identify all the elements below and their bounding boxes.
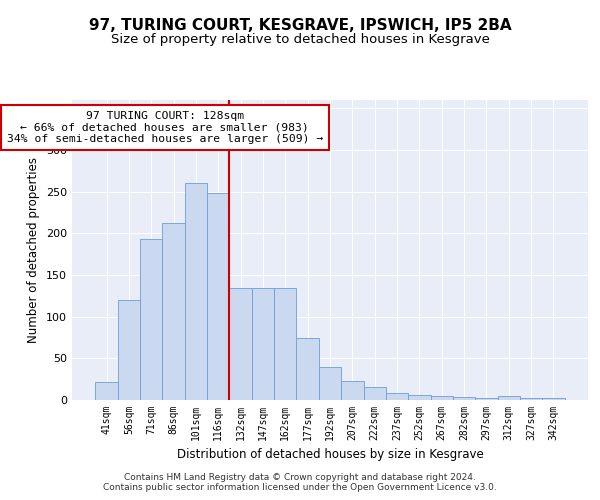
Bar [431,396,453,400]
Bar [296,338,319,400]
Bar [497,396,520,400]
Bar [341,381,364,400]
Bar [207,194,229,400]
Bar [542,398,565,400]
Bar [118,300,140,400]
Text: 97 TURING COURT: 128sqm
← 66% of detached houses are smaller (983)
34% of semi-d: 97 TURING COURT: 128sqm ← 66% of detache… [7,111,323,144]
Bar [386,394,408,400]
Bar [475,398,497,400]
Bar [364,386,386,400]
Bar [95,382,118,400]
Bar [252,288,274,400]
Text: Contains public sector information licensed under the Open Government Licence v3: Contains public sector information licen… [103,484,497,492]
Bar [408,395,431,400]
Text: Contains HM Land Registry data © Crown copyright and database right 2024.: Contains HM Land Registry data © Crown c… [124,474,476,482]
Text: Size of property relative to detached houses in Kesgrave: Size of property relative to detached ho… [110,32,490,46]
Bar [453,396,475,400]
Y-axis label: Number of detached properties: Number of detached properties [28,157,40,343]
Bar [319,366,341,400]
Bar [229,288,252,400]
X-axis label: Distribution of detached houses by size in Kesgrave: Distribution of detached houses by size … [176,448,484,462]
Text: 97, TURING COURT, KESGRAVE, IPSWICH, IP5 2BA: 97, TURING COURT, KESGRAVE, IPSWICH, IP5… [89,18,511,32]
Bar [520,398,542,400]
Bar [185,184,207,400]
Bar [163,222,185,400]
Bar [140,239,163,400]
Bar [274,288,296,400]
